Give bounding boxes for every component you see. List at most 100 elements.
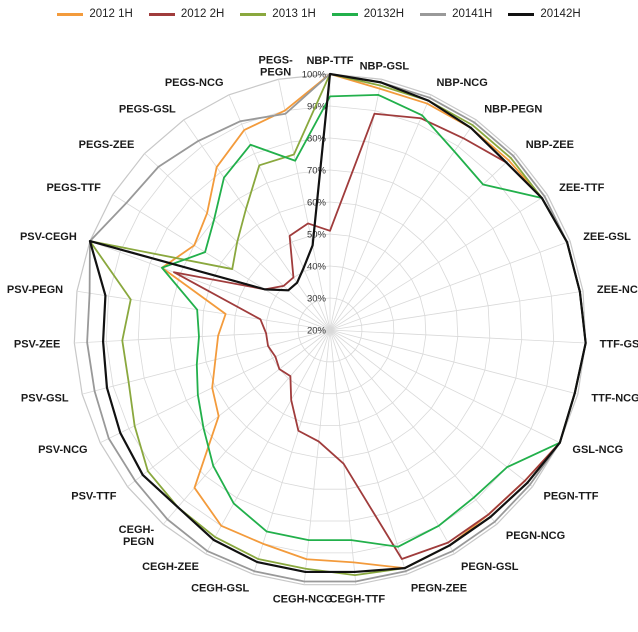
legend-swatch (148, 12, 175, 16)
legend-entry: 20141H (420, 8, 492, 20)
radial-tick-label: 70% (307, 166, 327, 177)
grid-spoke (329, 240, 571, 331)
grid-spoke (162, 329, 331, 525)
series-line-4 (86, 73, 587, 583)
grid-spoke (76, 290, 331, 331)
legend-swatch (508, 12, 535, 16)
grid-ring (297, 297, 363, 363)
legend-label: 20142H (540, 8, 581, 20)
radial-tick-label: 100% (302, 70, 327, 81)
category-label: PEGN-TTF (544, 490, 599, 502)
category-label: NBP-TTF (306, 55, 353, 67)
legend-label: 20132H (363, 8, 405, 20)
grid-spoke (183, 119, 331, 331)
category-label: NBP-ZEE (526, 139, 574, 151)
grid-ring (73, 73, 587, 586)
grid-spoke (329, 79, 382, 331)
category-label: PEGS-GSL (119, 103, 176, 115)
grid-spoke (329, 329, 586, 344)
radial-tick-label: 80% (307, 134, 327, 145)
legend-label: 2012 2H (180, 8, 225, 20)
grid-spoke (329, 329, 533, 488)
category-label: ZEE-GSL (583, 231, 631, 243)
category-label: TTF-GSL (600, 339, 638, 351)
grid-spoke (112, 194, 331, 331)
radar-grid (73, 73, 587, 586)
series-line-2 (89, 73, 587, 577)
category-labels: NBP-TTF NBP-GSL NBP-NCG NBP-PEGN NBP-ZEE ZEE-… (7, 55, 638, 606)
category-label: PSV-ZEE (14, 339, 60, 351)
series-line-5 (88, 72, 587, 574)
category-label: NBP-NCG (436, 77, 487, 89)
category-label: PSV-GSL (21, 393, 69, 405)
legend-entry: 2012 1H (57, 8, 133, 20)
category-label: PEGN-GSL (461, 561, 519, 573)
legend-entry: 20142H (508, 8, 581, 20)
legend-entry: 20132H (331, 8, 405, 20)
chart-legend: 2012 1H 2012 2H 2013 1H 20132H 20141H 20142H (0, 8, 638, 20)
series-layer (86, 72, 587, 583)
category-label: PEGS-PEGN (259, 55, 294, 79)
category-label: ZEE-NCG (597, 284, 638, 296)
grid-spoke (329, 290, 584, 331)
grid-spoke (228, 94, 331, 331)
category-label: PEGS-ZEE (79, 139, 135, 151)
grid-spoke (329, 94, 432, 331)
category-label: ZEE-TTF (559, 182, 604, 194)
grid-ring (105, 105, 555, 554)
grid-spoke (329, 119, 477, 331)
grid-spoke (329, 194, 548, 331)
category-label: PEGS-TTF (46, 182, 101, 194)
legend-swatch (240, 12, 267, 16)
category-label: CEGH-NCG (273, 594, 333, 606)
grid-spoke (329, 329, 561, 444)
grid-spoke (329, 329, 357, 585)
grid-spoke (82, 329, 331, 395)
category-label: CEGH-ZEE (142, 561, 199, 573)
category-label: CEGH-GSL (191, 583, 249, 595)
category-label: PEGN-ZEE (411, 583, 467, 595)
radial-tick-label: 20% (307, 326, 327, 337)
category-label: PEGS-NCG (165, 77, 224, 89)
grid-spoke (329, 329, 498, 525)
category-label: GSL-NCG (572, 444, 623, 456)
grid-ring (265, 265, 395, 395)
legend-label: 2012 1H (89, 8, 133, 20)
category-label: CEGH-PEGN (119, 524, 155, 548)
grid-spoke (278, 79, 331, 331)
legend-label: 20141H (452, 8, 493, 20)
legend-entry: 2013 1H (240, 8, 316, 20)
category-label: PSV-CEGH (20, 231, 77, 243)
grid-spoke (74, 329, 331, 344)
legend-label: 2013 1H (272, 8, 316, 20)
category-label: CEGH-TTF (330, 594, 386, 606)
radial-tick-label: 40% (307, 262, 327, 273)
grid-spoke (99, 329, 331, 444)
grid-spoke (252, 329, 331, 575)
grid-ring (233, 233, 427, 426)
legend-swatch (420, 12, 447, 16)
category-label: PSV-NCG (38, 444, 88, 456)
category-label: PSV-TTF (71, 490, 117, 502)
grid-spoke (329, 329, 578, 395)
grid-spoke (127, 329, 331, 488)
grid-spoke (329, 329, 455, 555)
grid-spoke (329, 329, 408, 575)
category-label: PSV-PEGN (7, 284, 63, 296)
legend-entry: 2012 2H (148, 8, 225, 20)
grid-spoke (329, 153, 516, 331)
category-label: NBP-GSL (360, 61, 410, 73)
grid-ring (137, 137, 523, 522)
legend-swatch (331, 12, 358, 16)
radial-tick-label: 90% (307, 102, 327, 113)
grid-spoke (89, 240, 331, 331)
grid-ring (169, 169, 491, 490)
legend-swatch (57, 12, 84, 16)
grid-spoke (303, 329, 331, 585)
category-label: NBP-PEGN (484, 103, 542, 115)
category-label: PEGN-NCG (506, 530, 565, 542)
category-label: TTF-NCG (591, 393, 638, 405)
radial-tick-label: 30% (307, 294, 327, 305)
radial-tick-label: 50% (307, 230, 327, 241)
